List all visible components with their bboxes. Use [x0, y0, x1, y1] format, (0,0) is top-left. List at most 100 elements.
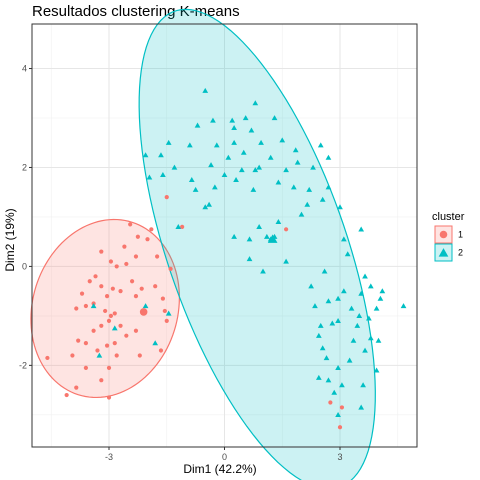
cluster-1-point [95, 348, 100, 353]
y-axis-title: Dim2 (19%) [3, 208, 17, 271]
cluster-2-point [335, 411, 341, 417]
cluster-1-point [137, 353, 142, 358]
cluster-2-point [325, 154, 332, 160]
cluster-2-point [358, 404, 365, 410]
cluster-1-point [45, 355, 50, 361]
cluster-1-point [337, 425, 343, 430]
cluster-2-point [213, 142, 220, 148]
cluster-1-point [99, 249, 104, 254]
cluster-1-point [133, 328, 139, 333]
cluster-1-point [118, 323, 123, 328]
cluster-1-point [284, 227, 289, 232]
cluster-2-point [310, 164, 316, 170]
cluster-2-point [362, 347, 368, 353]
cluster-2-point [339, 382, 345, 388]
cluster-1-point [124, 261, 129, 267]
cluster-1-point [114, 264, 119, 269]
cluster-2-point [175, 223, 182, 229]
cluster-2-point [165, 139, 172, 145]
cluster-2-point [358, 226, 365, 232]
cluster-2-point [340, 288, 347, 294]
cluster-2-point [315, 374, 322, 380]
cluster-1-point [83, 341, 88, 346]
cluster-2-point [377, 295, 384, 301]
cluster-2-point [256, 164, 263, 170]
cluster-2-point [240, 149, 247, 155]
cluster-2-point [248, 127, 255, 133]
cluster-2-point [246, 256, 253, 262]
cluster-2-point [263, 233, 270, 239]
cluster-2-point [308, 283, 314, 289]
cluster-2-point [267, 154, 274, 160]
cluster-1-point [153, 284, 158, 289]
cluster-1-point [339, 405, 345, 410]
y-tick-label: 0 [22, 261, 27, 271]
cluster-2-point [350, 337, 357, 343]
y-tick-label: -2 [19, 360, 27, 370]
legend: cluster 1 2 [432, 211, 465, 262]
cluster-2-point [321, 268, 328, 274]
cluster-2-point [231, 233, 237, 239]
cluster-2-point [212, 184, 218, 190]
cluster-2-point [340, 236, 347, 242]
cluster-2-point [317, 322, 324, 328]
cluster-2-point [373, 305, 380, 311]
cluster-2-point [146, 174, 153, 180]
cluster-1-point [133, 254, 139, 259]
cluster-2-point [233, 176, 239, 182]
cluster-1-point [79, 291, 85, 296]
cluster-2-point [194, 122, 201, 128]
legend-marker-1 [439, 230, 448, 239]
cluster-1-point [104, 343, 110, 348]
cluster-2-point [256, 223, 263, 229]
cluster-2-point [375, 337, 382, 343]
cluster-2-point [356, 313, 363, 319]
cluster-2-point [202, 204, 209, 210]
cluster-1-point [74, 306, 79, 311]
chart-title: Resultados clustering K-means [32, 3, 240, 20]
cluster-1-point [149, 227, 154, 232]
cluster-2-point [319, 196, 326, 202]
cluster-2-point [275, 219, 282, 225]
cluster-1-point [87, 279, 92, 284]
cluster-1-point [108, 259, 114, 264]
cluster-1-point [128, 222, 133, 227]
cluster-2-point [208, 162, 214, 168]
cluster-1-point [158, 348, 164, 353]
y-tick-label: 2 [22, 162, 27, 172]
cluster-2-point [142, 152, 149, 158]
cluster-2-point [373, 367, 380, 373]
cluster-2-point [152, 340, 159, 346]
cluster-1-point [122, 244, 127, 249]
cluster-2-point [238, 167, 245, 173]
cluster-1-point [93, 274, 98, 279]
cluster-2-point [315, 332, 322, 338]
cluster-2-point [231, 139, 237, 145]
cluster-2-point [111, 325, 118, 331]
cluster-2-point [344, 251, 351, 257]
cluster-1-point [64, 392, 69, 398]
cluster-2-point [362, 273, 368, 279]
x-axis-title: Dim1 (42.2%) [183, 462, 256, 476]
cluster-1-point [106, 318, 112, 323]
cluster-2-point [360, 382, 366, 388]
cluster-1-point [99, 323, 104, 328]
y-axis-ticks: -2 0 2 4 [19, 64, 32, 370]
cluster-2-point [367, 283, 374, 289]
cluster-2-point [229, 117, 236, 123]
cluster-2-point [186, 142, 193, 148]
cluster-1-point [112, 341, 117, 346]
cluster-1-point [130, 279, 135, 284]
cluster-2-point [246, 236, 253, 242]
cluster-2-point [319, 345, 326, 351]
cluster-2-point [379, 288, 386, 294]
cluster-2-point [252, 167, 259, 173]
cluster-2-point [210, 117, 216, 123]
cluster-2-point [96, 352, 103, 358]
cluster-1-point [180, 224, 185, 229]
cluster-2-point [331, 389, 338, 395]
cluster-1-point [124, 333, 129, 338]
cluster-2-point [165, 310, 172, 316]
cluster-2-point [252, 100, 259, 106]
cluster-1-point [133, 294, 139, 299]
